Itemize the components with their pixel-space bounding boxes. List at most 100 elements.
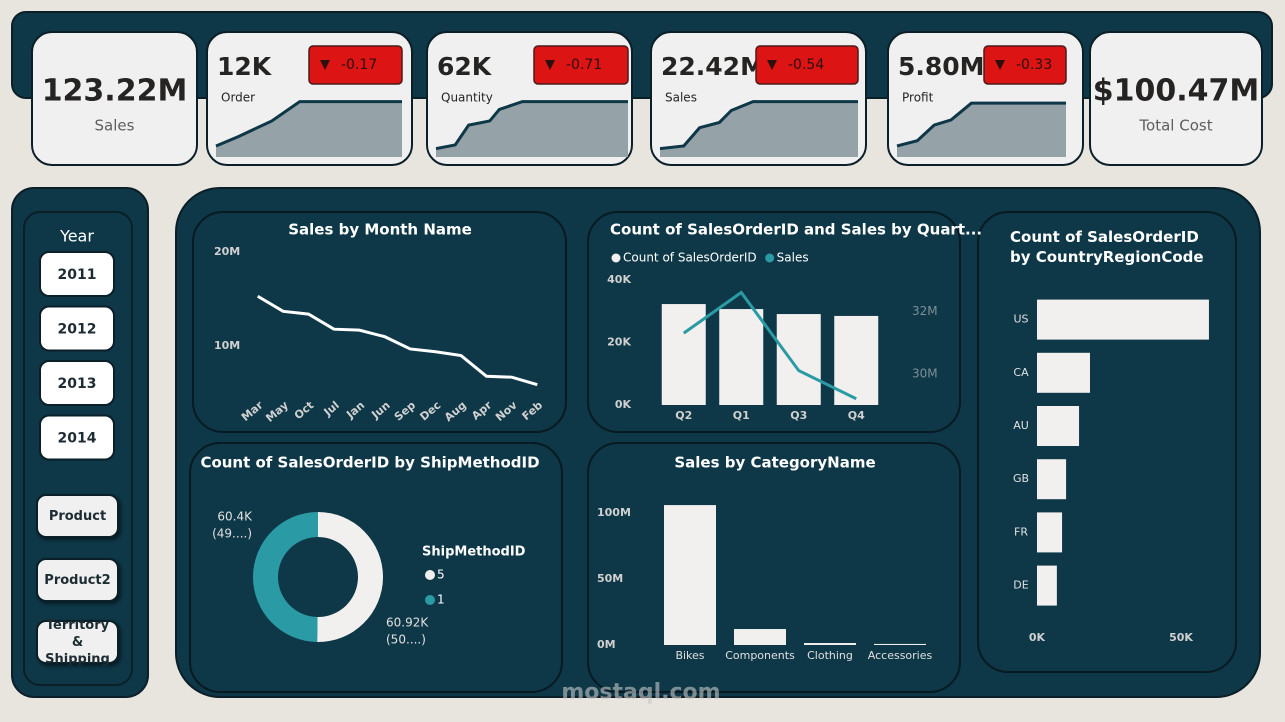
- down-arrow: [767, 60, 777, 70]
- chart-title: Count of SalesOrderID by CountryRegionCo…: [1010, 228, 1204, 266]
- bar: [719, 309, 764, 405]
- y-tick-label: FR: [1014, 525, 1028, 538]
- legend-marker: [425, 570, 435, 580]
- legend-title: ShipMethodID: [422, 545, 526, 560]
- y-tick-label: 100M: [597, 506, 631, 519]
- bar: [1037, 512, 1063, 553]
- watermark: mostaql.com: [561, 680, 720, 705]
- kpi-label: Profit: [902, 91, 934, 105]
- chart-title: Count of SalesOrderID and Sales by Quart…: [610, 221, 982, 239]
- donut-slice: [317, 512, 384, 643]
- sparkline: [215, 100, 402, 148]
- bar: [661, 304, 706, 405]
- x-tick-label: Clothing: [807, 649, 853, 662]
- change-box: [533, 45, 629, 85]
- change-value: -0.33: [1016, 57, 1052, 73]
- y-tick-label: GB: [1013, 472, 1029, 485]
- legend-marker: [611, 253, 621, 263]
- slicer-item: [39, 414, 115, 461]
- y-tick-label: DE: [1013, 579, 1028, 592]
- x-tick-label: Q1: [733, 409, 750, 422]
- x-tick-label: Q3: [790, 409, 807, 422]
- y2-tick-label: 30M: [912, 366, 938, 380]
- nav-button[interactable]: Product: [36, 494, 119, 538]
- bar: [664, 505, 716, 645]
- kpi-value: 123.22M: [42, 74, 188, 109]
- kpi-label: Order: [221, 91, 255, 105]
- value-label: 60.92K: [386, 616, 429, 630]
- legend-marker: [425, 595, 435, 605]
- change-box: [983, 45, 1067, 85]
- y-tick-label: 20M: [214, 245, 240, 258]
- change-value: -0.71: [566, 57, 602, 73]
- slicer-item-label: 2014: [58, 431, 97, 447]
- y-tick-label: US: [1013, 313, 1028, 326]
- nav-button[interactable]: Product2: [36, 558, 119, 602]
- line: [256, 294, 538, 387]
- kpi-value: 12K: [217, 52, 273, 81]
- share-label: (50....): [386, 633, 426, 647]
- kpi-label: Sales: [95, 117, 135, 135]
- sparkline: [659, 100, 858, 151]
- panel: [587, 211, 961, 433]
- y-tick-label: 20K: [607, 336, 631, 349]
- bar: [804, 643, 856, 645]
- value-label: 60.4K: [217, 510, 253, 524]
- chart-title: Count of SalesOrderID by ShipMethodID: [200, 454, 539, 472]
- bar: [1037, 406, 1080, 446]
- line: [682, 290, 857, 401]
- sparkline-area: [660, 101, 858, 157]
- legend-label: Sales: [777, 251, 809, 265]
- kpi-value: 62K: [437, 52, 493, 81]
- slicer-item-label: 2011: [58, 267, 97, 283]
- nav-button[interactable]: Territory & Shipping: [36, 618, 119, 667]
- slicer-item-label: 2012: [58, 322, 97, 338]
- kpi-label: Sales: [665, 91, 697, 105]
- sparkline-area: [216, 101, 402, 157]
- y-tick-label: AU: [1013, 419, 1029, 432]
- change-box: [308, 45, 403, 85]
- x-tick-label: 0K: [1029, 631, 1046, 644]
- change-value: -0.17: [341, 57, 377, 73]
- kpi-card: [1089, 31, 1263, 166]
- sparkline: [435, 100, 628, 151]
- sparkline-area: [436, 101, 628, 157]
- bar: [1037, 352, 1090, 393]
- x-tick-label: Q4: [848, 409, 865, 422]
- y-tick-label: 40K: [607, 273, 631, 286]
- kpi-label: Quantity: [441, 91, 493, 105]
- slicer-item: [39, 251, 115, 297]
- kpi-value: $100.47M: [1093, 74, 1260, 109]
- bar: [1037, 299, 1209, 340]
- share-label: (49....): [212, 527, 252, 541]
- chart-title: Sales by CategoryName: [674, 454, 875, 472]
- y-tick-label: 50M: [597, 572, 623, 585]
- bar: [776, 314, 821, 405]
- kpi-value: 22.42M: [661, 52, 765, 81]
- y-tick-label: 0M: [597, 638, 616, 651]
- slicer-item-label: 2013: [58, 376, 97, 392]
- y-tick-label: CA: [1013, 366, 1029, 379]
- legend-label: 5: [437, 568, 445, 582]
- sparkline-area: [897, 103, 1066, 157]
- x-tick-label: Bikes: [675, 649, 704, 662]
- x-tick-label: Q2: [675, 409, 692, 422]
- kpi-label: Total Cost: [1138, 117, 1212, 135]
- slicer-item: [39, 305, 115, 352]
- change-value: -0.54: [788, 57, 824, 73]
- x-tick-label: 50K: [1169, 631, 1193, 644]
- panel: [192, 211, 567, 433]
- bar: [1037, 565, 1057, 606]
- down-arrow: [545, 60, 555, 70]
- chart-title: Sales by Month Name: [288, 221, 472, 239]
- bar: [734, 629, 786, 645]
- y-tick-label: 10M: [214, 339, 240, 352]
- down-arrow: [320, 60, 330, 70]
- sparkline: [896, 101, 1066, 148]
- bar: [874, 643, 926, 645]
- y-tick-label: 0K: [615, 398, 632, 411]
- x-tick-label: Accessories: [868, 649, 933, 662]
- kpi-card: [31, 31, 198, 166]
